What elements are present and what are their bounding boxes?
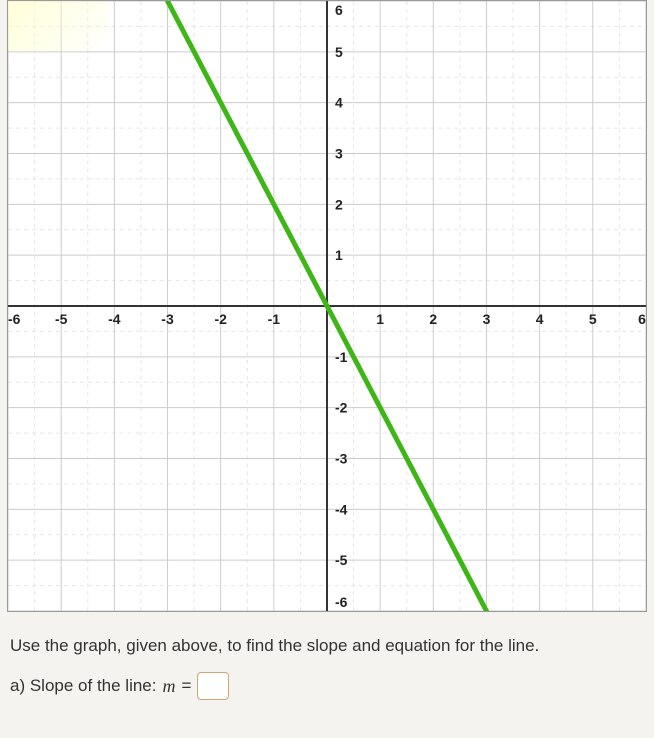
svg-text:-1: -1 — [268, 311, 281, 327]
coordinate-graph: -6 -5 -4 -3 -2 -1 1 2 3 4 5 6 -6 -5 -4 -3 -2 -1 1 2 3 4 5 6 — [8, 1, 646, 611]
page-container: -6 -5 -4 -3 -2 -1 1 2 3 4 5 6 -6 -5 -4 -3 -2 -1 1 2 3 4 5 6 Use… — [0, 0, 654, 738]
svg-text:2: 2 — [429, 311, 437, 327]
svg-text:5: 5 — [589, 311, 597, 327]
svg-text:6: 6 — [638, 311, 646, 327]
svg-text:-3: -3 — [335, 450, 348, 466]
svg-text:1: 1 — [335, 247, 343, 263]
svg-text:-3: -3 — [161, 311, 174, 327]
svg-text:6: 6 — [335, 2, 343, 18]
equals-sign: = — [181, 676, 191, 696]
svg-text:-6: -6 — [8, 311, 21, 327]
svg-text:3: 3 — [483, 311, 491, 327]
svg-text:2: 2 — [335, 196, 343, 212]
svg-text:-4: -4 — [108, 311, 121, 327]
svg-text:-6: -6 — [335, 594, 348, 610]
graph-panel: -6 -5 -4 -3 -2 -1 1 2 3 4 5 6 -6 -5 -4 -3 -2 -1 1 2 3 4 5 6 — [7, 0, 647, 612]
part-a-label: a) Slope of the line: — [10, 676, 156, 696]
instruction-text: Use the graph, given above, to find the … — [0, 612, 654, 672]
svg-text:-2: -2 — [335, 400, 348, 416]
svg-text:1: 1 — [376, 311, 384, 327]
svg-text:-1: -1 — [335, 349, 348, 365]
svg-text:4: 4 — [536, 311, 544, 327]
svg-text:3: 3 — [335, 145, 343, 161]
svg-text:5: 5 — [335, 44, 343, 60]
slope-variable: m — [162, 676, 175, 697]
svg-text:-2: -2 — [214, 311, 227, 327]
slope-input[interactable] — [197, 672, 229, 700]
svg-text:-5: -5 — [335, 552, 348, 568]
svg-text:-4: -4 — [335, 501, 348, 517]
answer-row-a: a) Slope of the line: m = — [0, 672, 654, 700]
svg-text:4: 4 — [335, 95, 343, 111]
svg-text:-5: -5 — [55, 311, 68, 327]
